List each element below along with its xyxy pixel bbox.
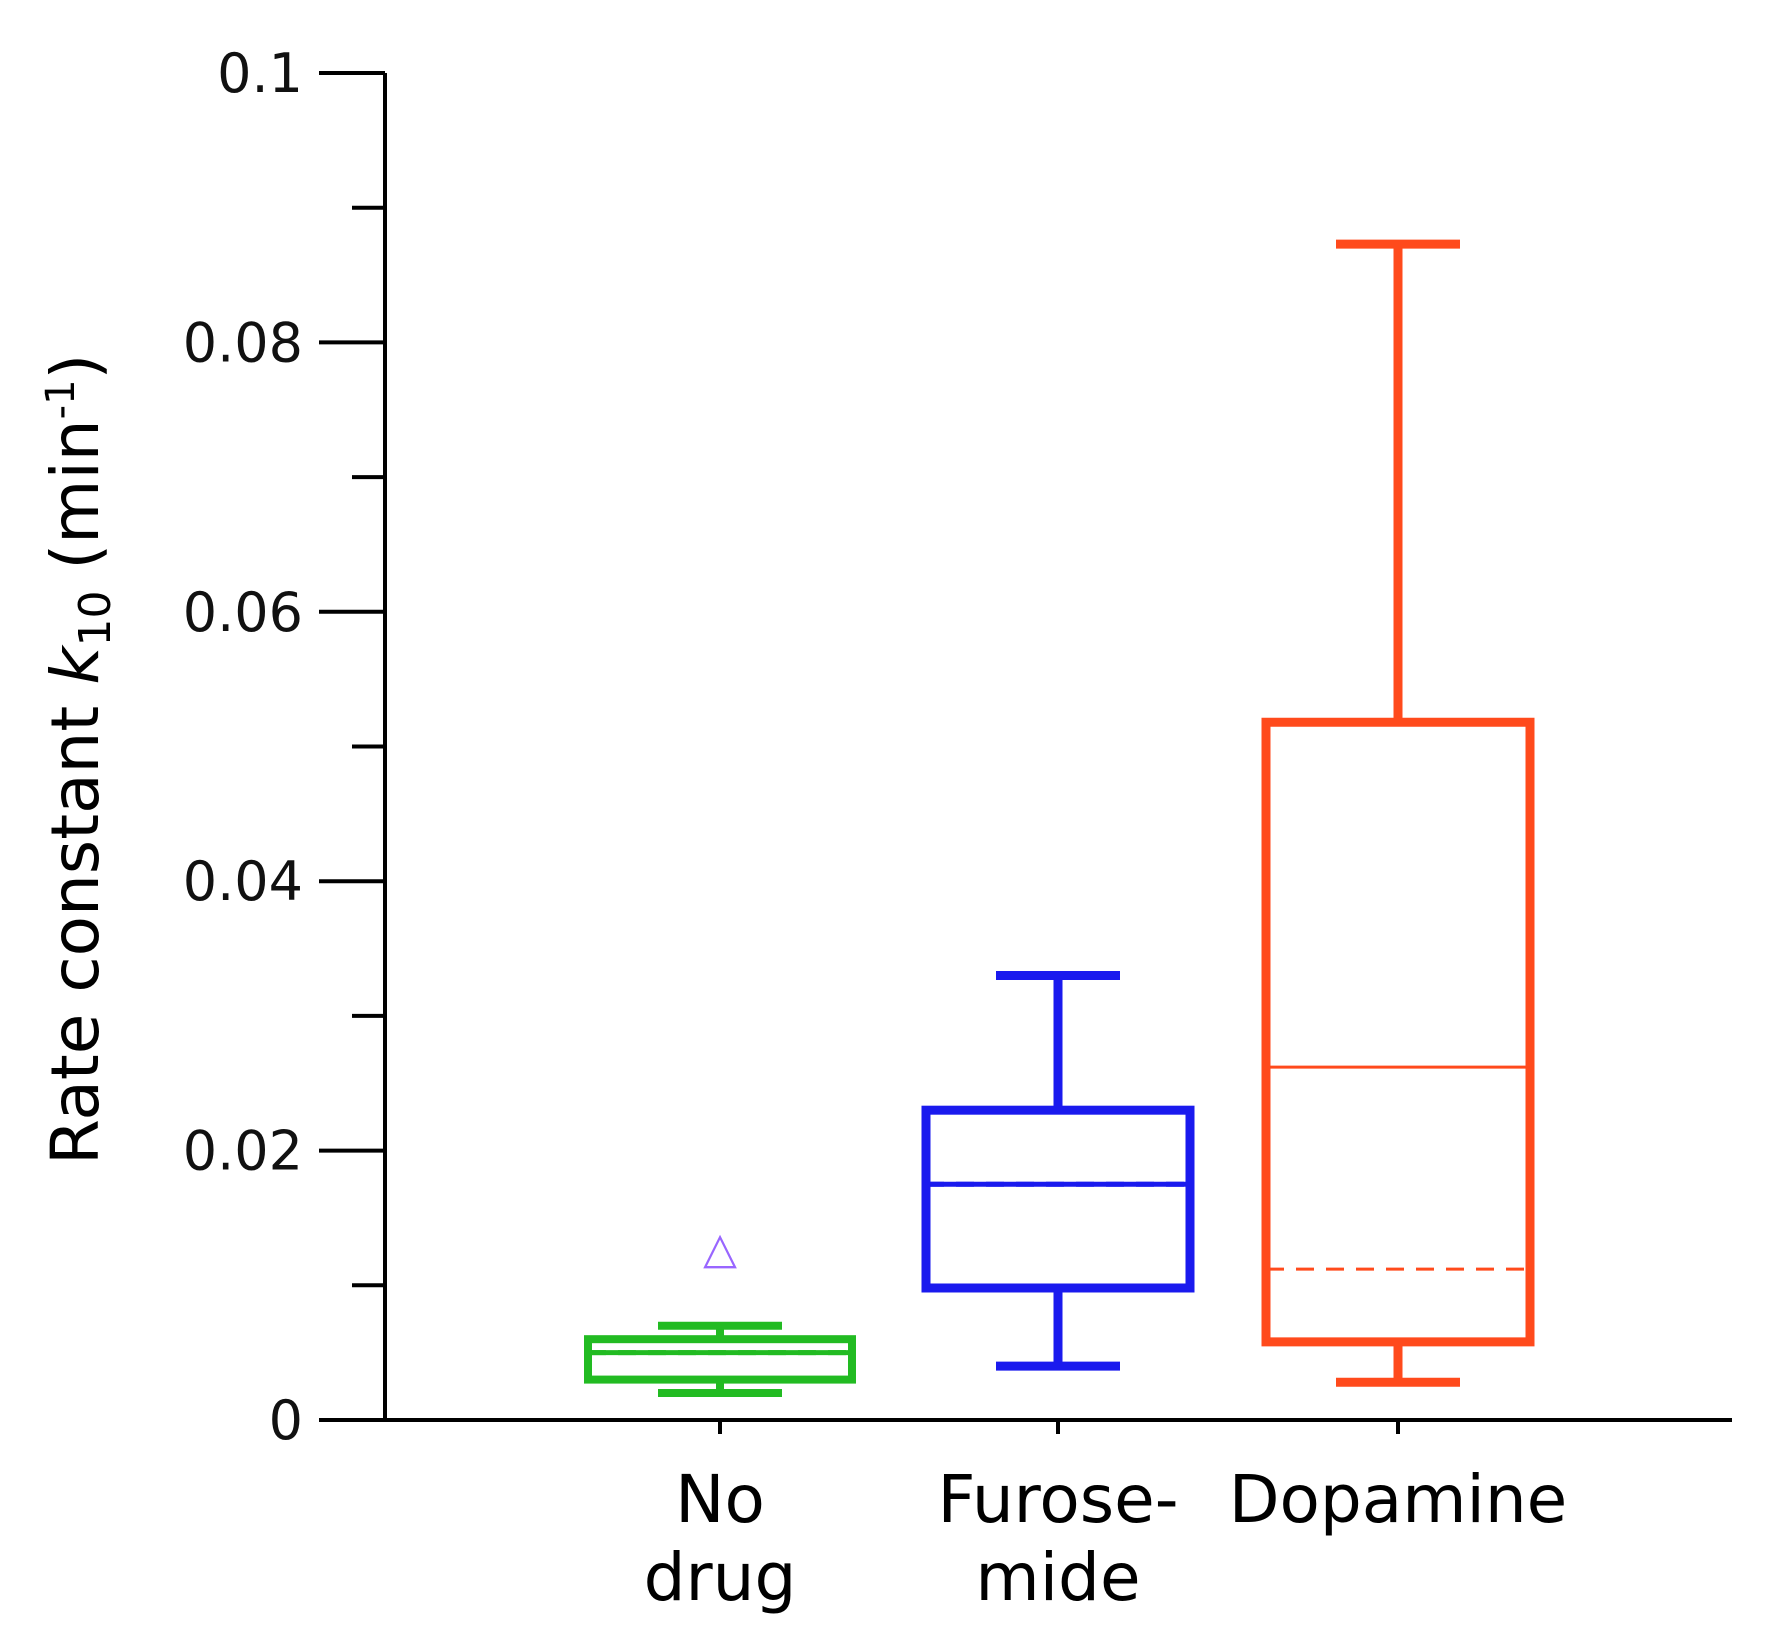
y-axis-title-symbol: k bbox=[37, 644, 114, 685]
box-group bbox=[1261, 239, 1535, 1387]
y-axis-title-units-sup: -1 bbox=[38, 379, 84, 419]
box-group: △ bbox=[584, 1223, 856, 1398]
x-category-label-line2: drug bbox=[644, 1539, 797, 1616]
y-tick-label: 0.1 bbox=[217, 42, 303, 105]
y-tick-label: 0.04 bbox=[183, 850, 303, 913]
y-tick-label: 0 bbox=[269, 1389, 303, 1452]
outlier-point: △ bbox=[703, 1223, 737, 1274]
y-tick-label: 0.08 bbox=[183, 311, 303, 374]
y-tick-label: 0.06 bbox=[183, 581, 303, 644]
box-iqr bbox=[921, 1105, 1195, 1293]
x-category-label-line1: No bbox=[675, 1461, 765, 1538]
y-axis: 0 0.02 0.04 0.06 0.08 0.1 bbox=[183, 42, 387, 1452]
y-axis-title-units-open: (min bbox=[37, 419, 114, 590]
x-category-label-line1: Dopamine bbox=[1229, 1461, 1568, 1538]
box-iqr bbox=[584, 1335, 856, 1384]
y-tick-label: 0.02 bbox=[183, 1120, 303, 1183]
y-axis-title-prefix: Rate constant bbox=[37, 685, 114, 1165]
box-series: △ bbox=[584, 239, 1535, 1398]
box-group bbox=[921, 970, 1195, 1371]
y-axis-title: Rate constant k10 (min-1) bbox=[37, 354, 121, 1165]
x-category-label-line1: Furose- bbox=[937, 1461, 1178, 1538]
box-iqr bbox=[1261, 717, 1535, 1347]
x-category-label-line2: mide bbox=[975, 1539, 1140, 1616]
y-axis-title-subscript: 10 bbox=[70, 591, 121, 647]
y-axis-title-units-close: ) bbox=[37, 354, 114, 380]
